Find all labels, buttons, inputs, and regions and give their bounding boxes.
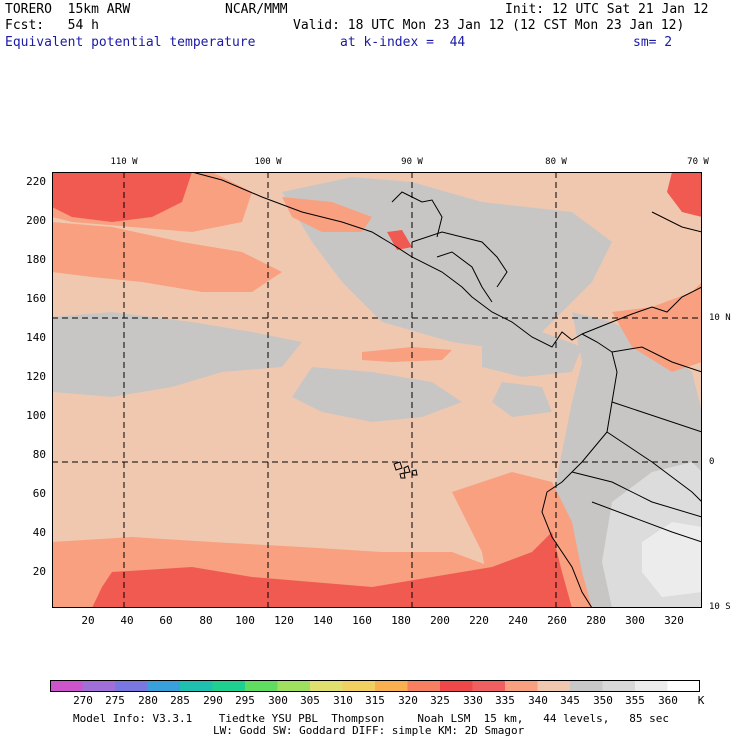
colorbar-swatch bbox=[375, 680, 408, 692]
colorbar-label: 275 bbox=[105, 694, 125, 707]
field-name: Equivalent potential temperature bbox=[5, 35, 256, 50]
colorbar-swatch bbox=[635, 680, 668, 692]
y-tick: 40 bbox=[32, 526, 46, 539]
y-tick: 100 bbox=[26, 409, 46, 422]
y-tick: 180 bbox=[26, 253, 46, 266]
colorbar-label: 300 bbox=[268, 694, 288, 707]
colorbar-label: 305 bbox=[300, 694, 320, 707]
y-tick: 200 bbox=[26, 214, 46, 227]
y-tick: 20 bbox=[32, 565, 46, 578]
x-tick: 180 bbox=[391, 614, 411, 627]
x-tick: 140 bbox=[313, 614, 333, 627]
colorbar-label: 350 bbox=[593, 694, 613, 707]
colorbar-label: 310 bbox=[333, 694, 353, 707]
colorbar-label: 340 bbox=[528, 694, 548, 707]
coastlines bbox=[191, 172, 702, 608]
x-tick: 200 bbox=[430, 614, 450, 627]
lon-tick-100w: 100 W bbox=[254, 157, 282, 167]
y-tick: 80 bbox=[32, 448, 46, 461]
colorbar-swatch bbox=[245, 680, 278, 692]
colorbar-label: 360 bbox=[658, 694, 678, 707]
colorbar-label: 335 bbox=[495, 694, 515, 707]
x-tick: 60 bbox=[159, 614, 173, 627]
colorbar-swatch bbox=[180, 680, 213, 692]
x-tick: 320 bbox=[664, 614, 684, 627]
colorbar-label: 280 bbox=[138, 694, 158, 707]
colorbar-swatch bbox=[537, 680, 571, 692]
x-tick: 40 bbox=[120, 614, 134, 627]
valid-time: Valid: 18 UTC Mon 23 Jan 12 (12 CST Mon … bbox=[293, 18, 685, 33]
colorbar-unit: K bbox=[697, 694, 705, 707]
y-tick: 120 bbox=[26, 370, 46, 383]
colorbar-swatch bbox=[147, 680, 181, 692]
colorbar-swatch bbox=[472, 680, 506, 692]
lat-tick-10n: 10 N bbox=[709, 313, 731, 323]
x-tick: 280 bbox=[586, 614, 606, 627]
y-tick: 220 bbox=[26, 175, 46, 188]
colorbar bbox=[50, 680, 700, 692]
colorbar-swatch bbox=[82, 680, 116, 692]
forecast-hour: Fcst: 54 h bbox=[5, 18, 99, 33]
x-tick: 300 bbox=[625, 614, 645, 627]
colorbar-label: 325 bbox=[430, 694, 450, 707]
x-tick: 160 bbox=[352, 614, 372, 627]
x-tick: 260 bbox=[547, 614, 567, 627]
colorbar-label: 315 bbox=[365, 694, 385, 707]
y-tick: 140 bbox=[26, 331, 46, 344]
colorbar-swatch bbox=[212, 680, 246, 692]
lon-tick-110w: 110 W bbox=[110, 157, 138, 167]
x-tick: 220 bbox=[469, 614, 489, 627]
colorbar-swatch bbox=[277, 680, 311, 692]
colorbar-label: 295 bbox=[235, 694, 255, 707]
lat-tick-10s: 10 S bbox=[709, 602, 731, 612]
lat-lon-grid bbox=[52, 172, 702, 608]
model-name: TORERO 15km ARW bbox=[5, 2, 131, 17]
grey-shading bbox=[52, 177, 702, 608]
colorbar-swatch bbox=[50, 680, 83, 692]
colorbar-label: 290 bbox=[203, 694, 223, 707]
colorbar-label: 285 bbox=[170, 694, 190, 707]
x-tick: 240 bbox=[508, 614, 528, 627]
x-tick: 120 bbox=[274, 614, 294, 627]
colorbar-swatch bbox=[667, 680, 700, 692]
lat-tick-equator: 0 bbox=[709, 457, 715, 467]
galapagos-islands bbox=[393, 461, 418, 479]
colorbar-swatch bbox=[115, 680, 148, 692]
colorbar-swatch bbox=[602, 680, 636, 692]
theta-e-map bbox=[52, 172, 702, 608]
colorbar-swatch bbox=[342, 680, 376, 692]
lon-tick-90w: 90 W bbox=[401, 157, 423, 167]
colorbar-swatch bbox=[570, 680, 603, 692]
lon-tick-80w: 80 W bbox=[545, 157, 567, 167]
y-tick: 60 bbox=[32, 487, 46, 500]
colorbar-label: 345 bbox=[560, 694, 580, 707]
init-time: Init: 12 UTC Sat 21 Jan 12 bbox=[505, 2, 709, 17]
smoothing-label: sm= 2 bbox=[633, 35, 673, 50]
colorbar-swatches bbox=[50, 680, 700, 692]
colorbar-label: 355 bbox=[625, 694, 645, 707]
physics-info: LW: Godd SW: Goddard DIFF: simple KM: 2D… bbox=[213, 724, 525, 737]
red-shading bbox=[52, 172, 702, 608]
lon-tick-70w: 70 W bbox=[687, 157, 709, 167]
y-tick: 160 bbox=[26, 292, 46, 305]
colorbar-swatch bbox=[310, 680, 343, 692]
x-tick: 20 bbox=[81, 614, 95, 627]
level-label: at k-index = 44 bbox=[340, 35, 466, 50]
institution: NCAR/MMM bbox=[225, 2, 288, 17]
model-info: Model Info: V3.3.1 Tiedtke YSU PBL Thomp… bbox=[73, 712, 670, 725]
colorbar-swatch bbox=[505, 680, 538, 692]
colorbar-swatch bbox=[407, 680, 441, 692]
colorbar-frame bbox=[50, 680, 700, 692]
x-tick: 80 bbox=[199, 614, 213, 627]
colorbar-label: 330 bbox=[463, 694, 483, 707]
colorbar-swatch bbox=[440, 680, 473, 692]
white-shading bbox=[642, 522, 702, 597]
map-frame bbox=[52, 172, 702, 608]
x-tick: 100 bbox=[235, 614, 255, 627]
colorbar-label: 320 bbox=[398, 694, 418, 707]
colorbar-label: 270 bbox=[73, 694, 93, 707]
